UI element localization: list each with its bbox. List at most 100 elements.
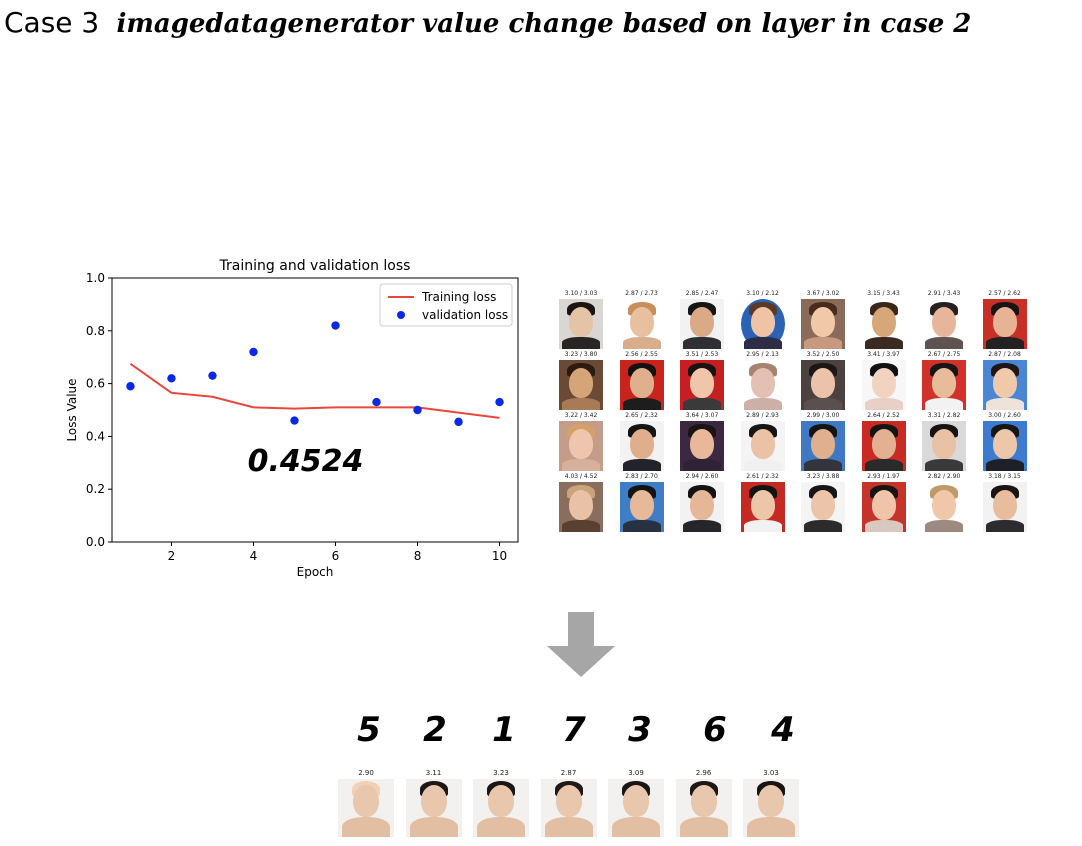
test-face-cell: 2.87: [539, 768, 599, 838]
face-photo: [740, 360, 785, 410]
face-photo: [982, 299, 1027, 349]
y-tick-label: 0.8: [86, 324, 105, 338]
chart-title: Training and validation loss: [219, 258, 411, 274]
test-face-photo: [675, 779, 732, 837]
validation-loss-point: [331, 321, 340, 330]
face-photo: [740, 299, 785, 349]
face-cell: 2.56 / 2.55: [615, 351, 669, 411]
face-score: 3.23 / 3.88: [806, 473, 840, 480]
face-score: 2.94 / 2.60: [685, 473, 719, 480]
legend-label: Training loss: [421, 290, 496, 304]
test-face-score: 2.87: [560, 769, 577, 777]
face-cell: 2.67 / 2.75: [917, 351, 971, 411]
face-score: 2.82 / 2.90: [927, 473, 961, 480]
face-score: 2.87 / 2.08: [988, 351, 1021, 358]
face-cell: 3.31 / 2.82: [917, 412, 971, 472]
test-face-score: 3.09: [628, 769, 644, 777]
validation-loss-point: [413, 405, 422, 415]
validation-loss-point: [208, 371, 217, 380]
test-face-photo: [473, 779, 529, 837]
face-score: 2.57 / 2.62: [988, 290, 1021, 297]
face-cell: 2.57 / 2.62: [978, 290, 1032, 350]
face-score: 2.89 / 2.93: [746, 412, 779, 419]
face-score: 3.64 / 3.07: [685, 412, 719, 419]
test-face-cell: 3.03: [741, 768, 801, 838]
rank-number: 5: [357, 710, 381, 750]
x-tick-label: 6: [332, 549, 340, 563]
face-photo: [801, 360, 845, 410]
face-photo: [922, 360, 966, 410]
rank-number: 7: [562, 710, 586, 750]
face-cell: 3.23 / 3.80: [554, 351, 608, 411]
face-photo: [861, 482, 906, 532]
face-cell: 2.99 / 3.00: [796, 412, 850, 472]
face-photo: [680, 360, 724, 410]
face-photo: [619, 421, 664, 471]
face-cell: 3.23 / 3.88: [796, 473, 850, 533]
face-photo: [559, 299, 603, 349]
face-cell: 3.22 / 3.42: [554, 412, 608, 472]
face-cell: 3.10 / 2.12: [736, 290, 790, 350]
face-cell: 4.03 / 4.52: [554, 473, 608, 533]
face-photo: [559, 482, 603, 532]
face-photo: [619, 482, 664, 532]
face-score: 3.10 / 3.03: [564, 290, 598, 297]
test-face-score: 2.90: [358, 769, 374, 777]
face-score: 3.52 / 2.50: [806, 351, 840, 358]
test-face-score: 3.11: [425, 769, 442, 777]
validation-loss-point: [495, 397, 504, 407]
loss-annotation: 0.4524: [248, 444, 364, 479]
face-cell: 2.82 / 2.90: [917, 473, 971, 533]
face-score: 2.99 / 3.00: [806, 412, 840, 419]
test-face-score: 2.96: [695, 769, 712, 777]
face-score: 2.95 / 2.13: [746, 351, 779, 358]
y-tick-label: 0.2: [86, 482, 105, 496]
face-score: 2.67 / 2.75: [927, 351, 961, 358]
training-loss-line: [129, 362, 500, 419]
face-photo: [861, 360, 906, 410]
x-tick-label: 8: [414, 549, 422, 563]
legend-point-swatch: [397, 311, 405, 319]
face-cell: 3.00 / 2.60: [978, 412, 1032, 472]
face-photo: [801, 421, 845, 471]
face-cell: 2.95 / 2.13: [736, 351, 790, 411]
test-face-photo: [338, 779, 394, 837]
face-cell: 3.10 / 3.03: [554, 290, 608, 350]
validation-loss-point: [167, 374, 176, 383]
rank-number: 6: [703, 710, 727, 750]
x-tick-label: 2: [168, 549, 176, 563]
x-tick-label: 4: [250, 549, 258, 563]
face-score: 3.23 / 3.80: [564, 351, 598, 358]
case-label: Case 3: [4, 6, 100, 39]
rank-number: 1: [492, 710, 516, 750]
face-score: 3.67 / 3.02: [806, 290, 840, 297]
face-score: 3.15 / 3.43: [867, 290, 900, 297]
face-photo: [982, 482, 1027, 532]
face-score: 3.10 / 2.12: [746, 290, 779, 297]
face-score: 2.93 / 1.97: [867, 473, 900, 480]
face-photo: [801, 482, 845, 532]
face-score: 3.51 / 2.53: [685, 351, 719, 358]
test-face-cell: 3.11: [404, 768, 464, 838]
face-score: 2.61 / 2.32: [746, 473, 779, 480]
face-cell: 2.91 / 3.43: [917, 290, 971, 350]
face-cell: 2.94 / 2.60: [675, 473, 729, 533]
face-cell: 3.64 / 3.07: [675, 412, 729, 472]
test-face-score: 3.23: [493, 769, 509, 777]
test-face-photo: [743, 779, 799, 837]
validation-loss-point: [454, 417, 463, 427]
face-cell: 2.85 / 2.47: [675, 290, 729, 350]
face-cell: 2.61 / 2.32: [736, 473, 790, 533]
face-photo: [740, 421, 785, 471]
page-title: Case 3 imagedatagenerator value change b…: [4, 2, 971, 44]
face-photo: [559, 421, 603, 471]
face-score: 2.65 / 2.32: [625, 412, 658, 419]
y-axis-label: Loss Value: [65, 378, 79, 441]
face-score: 3.31 / 2.82: [927, 412, 961, 419]
y-tick-label: 0.0: [86, 535, 105, 549]
face-score: 2.56 / 2.55: [625, 351, 658, 358]
x-tick-label: 10: [492, 549, 507, 563]
face-score: 2.64 / 2.52: [867, 412, 900, 419]
face-photo: [740, 482, 785, 532]
face-score: 2.85 / 2.47: [685, 290, 719, 297]
